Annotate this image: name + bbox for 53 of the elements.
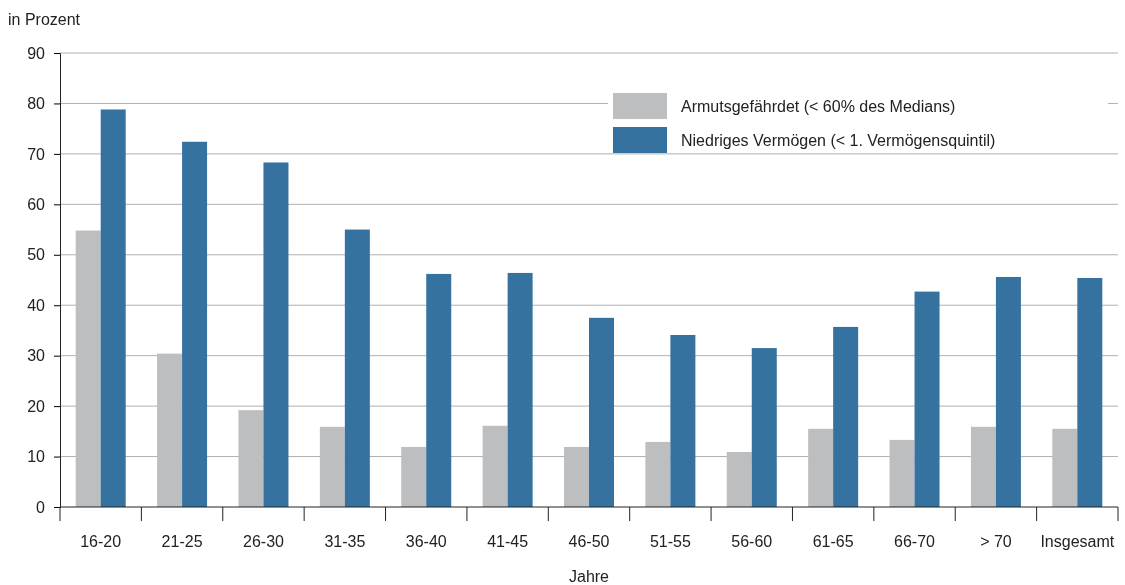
bar (482, 425, 508, 507)
x-tick-label: 31-35 (324, 533, 366, 550)
bar (1052, 428, 1078, 507)
bar (889, 439, 915, 507)
x-tick-label: > 70 (980, 533, 1012, 550)
bar (100, 109, 126, 507)
bar (914, 291, 940, 507)
y-tick-label: 40 (27, 296, 46, 314)
y-tick-label: 50 (27, 246, 46, 264)
bar (995, 276, 1021, 507)
x-tick-label: 26-30 (243, 533, 285, 550)
bar (645, 441, 671, 507)
legend-label: Armutsgefährdet (< 60% des Medians) (681, 98, 956, 115)
bar (808, 428, 834, 507)
bar (263, 162, 289, 507)
y-tick-label: 60 (27, 195, 46, 213)
bar (319, 426, 345, 507)
bar (157, 353, 183, 507)
x-tick-label: 16-20 (80, 533, 122, 550)
y-tick-label: 20 (27, 397, 46, 415)
bar (507, 272, 533, 507)
bar (238, 410, 264, 507)
y-tick-label: 0 (36, 498, 46, 516)
bar (726, 452, 752, 507)
x-tick-label: 56-60 (731, 533, 773, 550)
y-tick-label: 30 (27, 347, 46, 365)
x-tick-label: 41-45 (487, 533, 529, 550)
bar (426, 273, 452, 507)
bar (401, 446, 427, 507)
bar (970, 426, 996, 507)
x-tick-label: Insgesamt (1040, 533, 1115, 550)
x-tick-label: 66-70 (894, 533, 936, 550)
x-tick-label: 46-50 (568, 533, 610, 550)
y-tick-label: 80 (27, 95, 46, 113)
bar (833, 326, 859, 507)
bar (751, 348, 777, 507)
bar (182, 141, 208, 507)
bar (589, 317, 614, 507)
bar (670, 334, 696, 507)
y-tick-label: 90 (27, 44, 46, 62)
bar (564, 446, 589, 507)
bar (344, 229, 370, 507)
bar (1077, 277, 1103, 507)
y-axis-title: in Prozent (8, 11, 81, 28)
x-tick-label: 61-65 (812, 533, 854, 550)
y-tick-label: 70 (27, 145, 46, 163)
y-tick-label: 10 (27, 448, 46, 466)
x-tick-label: 51-55 (649, 533, 691, 550)
x-axis-title: Jahre (568, 568, 610, 585)
bar (75, 230, 101, 507)
x-tick-label: 36-40 (405, 533, 447, 550)
legend-label: Niedriges Vermögen (< 1. Vermögensquintil) (681, 132, 996, 149)
x-tick-label: 21-25 (161, 533, 203, 550)
